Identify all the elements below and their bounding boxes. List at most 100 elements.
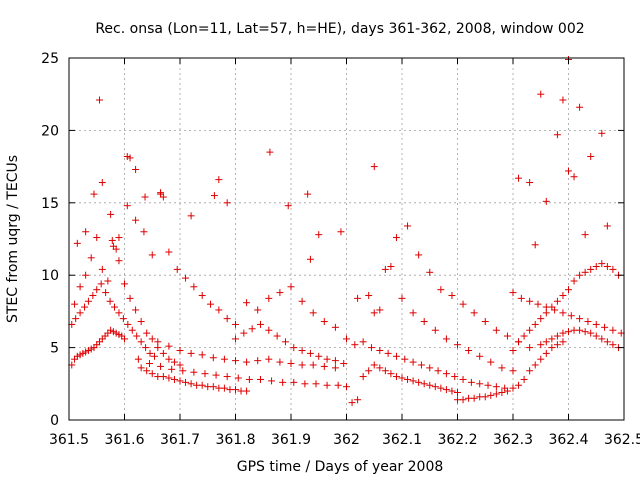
data-point <box>370 309 378 317</box>
data-point <box>331 364 339 372</box>
data-point <box>254 306 262 314</box>
data-point <box>96 96 104 104</box>
data-point <box>442 386 450 394</box>
data-point <box>223 315 231 323</box>
y-tick-label: 15 <box>41 196 59 212</box>
data-point <box>298 346 306 354</box>
data-point <box>134 355 142 363</box>
data-point <box>451 373 459 381</box>
data-point <box>359 373 367 381</box>
data-point <box>376 364 384 372</box>
data-point <box>187 212 195 220</box>
data-point <box>526 297 534 305</box>
data-point <box>143 329 151 337</box>
data-point <box>187 380 195 388</box>
data-point <box>223 373 231 381</box>
y-tick-label: 5 <box>50 341 59 357</box>
data-point <box>209 354 217 362</box>
data-point <box>245 375 253 383</box>
data-point <box>223 199 231 207</box>
data-point <box>420 380 428 388</box>
data-point <box>448 387 456 395</box>
data-point <box>520 375 528 383</box>
data-point <box>542 338 550 346</box>
data-point <box>143 367 151 375</box>
data-point <box>576 103 584 111</box>
data-point <box>376 306 384 314</box>
data-point <box>121 280 128 288</box>
data-point <box>165 248 173 256</box>
data-point <box>273 332 281 340</box>
data-point <box>141 193 149 201</box>
data-point <box>256 320 264 328</box>
data-point <box>370 361 378 369</box>
data-point <box>476 352 484 360</box>
data-point <box>168 365 176 373</box>
data-point <box>111 303 119 311</box>
data-point <box>176 361 184 369</box>
data-point <box>312 380 320 388</box>
data-point <box>509 346 517 354</box>
data-point <box>570 173 578 181</box>
data-point <box>503 332 511 340</box>
data-point <box>290 378 298 386</box>
data-point <box>487 391 495 399</box>
data-point <box>179 367 187 375</box>
data-point <box>415 251 423 259</box>
data-point <box>133 332 141 340</box>
y-axis-label: STEC from uqrg / TECUs <box>5 155 21 323</box>
data-point <box>304 190 312 198</box>
data-point <box>354 396 362 404</box>
data-point <box>243 299 251 307</box>
data-point <box>426 364 434 372</box>
data-point <box>551 306 559 314</box>
data-point <box>515 174 523 182</box>
x-tick-label: 362.3 <box>493 432 533 448</box>
grid-lines <box>69 58 624 420</box>
data-point <box>420 318 428 326</box>
data-point <box>553 131 561 139</box>
data-point <box>128 326 136 334</box>
data-points <box>68 55 625 407</box>
data-point <box>320 362 328 370</box>
data-point <box>509 367 517 375</box>
data-point <box>384 349 392 357</box>
data-point <box>76 309 84 317</box>
data-point <box>182 378 190 386</box>
x-tick-label: 362.5 <box>604 432 640 448</box>
data-point <box>298 297 306 305</box>
data-point <box>157 362 165 370</box>
data-point <box>331 357 339 365</box>
data-point <box>331 323 339 331</box>
data-point <box>534 300 542 308</box>
data-point <box>124 320 132 328</box>
data-point <box>198 291 206 299</box>
data-point <box>279 378 287 386</box>
y-tick-label: 25 <box>41 51 59 67</box>
data-point <box>309 361 317 369</box>
data-point <box>401 355 409 363</box>
data-point <box>93 234 101 242</box>
data-point <box>570 277 578 285</box>
data-point <box>165 374 173 382</box>
data-point <box>104 277 112 285</box>
data-point <box>370 163 378 171</box>
data-point <box>431 326 439 334</box>
data-point <box>306 255 314 263</box>
data-point <box>132 216 140 224</box>
data-point <box>232 335 239 343</box>
data-point <box>503 387 511 395</box>
data-point <box>517 294 525 302</box>
data-point <box>215 306 223 314</box>
data-point <box>132 306 140 314</box>
data-point <box>207 300 215 308</box>
data-point <box>126 154 134 162</box>
data-point <box>476 380 484 388</box>
data-point <box>123 202 131 210</box>
data-point <box>256 375 264 383</box>
data-point <box>198 351 206 359</box>
data-point <box>559 329 567 337</box>
data-point <box>609 341 617 349</box>
data-point <box>265 326 273 334</box>
data-point <box>598 335 606 343</box>
